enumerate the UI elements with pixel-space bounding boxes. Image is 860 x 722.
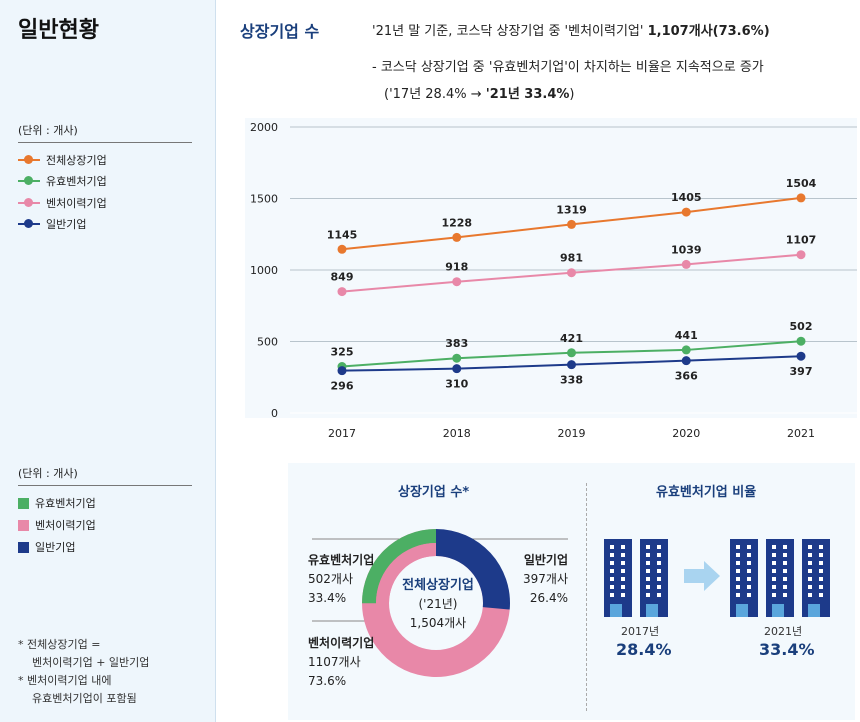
x-tick-label: 2018 [443, 427, 471, 440]
data-point [681, 207, 691, 217]
data-point [452, 353, 462, 363]
data-point [681, 356, 691, 366]
unit-label: (단위 : 개사) [18, 122, 192, 143]
data-label: 502 [790, 320, 813, 333]
line-chart: 0 500 1000 1500 2000 2017 2018 2019 2020 2021 1145… [245, 118, 857, 440]
building-icon [640, 539, 668, 617]
data-label: 1039 [671, 243, 702, 256]
data-point [681, 345, 691, 355]
y-tick-label: 1000 [250, 264, 278, 277]
data-point [567, 268, 576, 278]
data-point [567, 348, 576, 358]
footnote: * 전체상장기업 = 벤처이력기업 + 일반기업 * 벤처이력기업 내에 유효벤처기업… [18, 638, 150, 705]
label-valid: 유효벤처기업 502개사 33.4% [308, 553, 375, 605]
data-label: 981 [560, 252, 583, 265]
year-2021: 2021년 [764, 625, 803, 638]
data-label: 1107 [786, 234, 817, 247]
ratio-2017: 28.4% [616, 640, 672, 659]
slice-general [436, 529, 510, 610]
data-label: 310 [445, 378, 468, 391]
x-tick-label: 2019 [558, 427, 586, 440]
data-point [796, 336, 806, 346]
label-general: 일반기업 397개사 26.4% [523, 553, 568, 605]
y-tick-label: 1500 [250, 193, 278, 206]
data-point [796, 250, 806, 260]
legend-box-history: 벤처이력기업 [18, 517, 96, 533]
bottom-panel: 상장기업 수* 유효벤처기업 비율 유효벤처기업 502개사 33.4% 일반기업 3… [288, 463, 855, 720]
unit-label-2: (단위 : 개사) [18, 465, 192, 486]
chart-heading: 상장기업 수 [240, 22, 320, 41]
data-point [796, 193, 806, 203]
data-label: 325 [331, 346, 354, 359]
y-tick-label: 2000 [250, 121, 278, 134]
data-label: 397 [790, 365, 813, 378]
plot-area [245, 118, 857, 418]
donut-title: 상장기업 수* [398, 485, 470, 500]
y-tick-label: 500 [257, 336, 278, 349]
ratio-title: 유효벤처기업 비율 [656, 485, 757, 500]
slice-inner [376, 543, 436, 604]
data-point [681, 259, 691, 269]
legend-venture-history: 벤처이력기업 [18, 195, 107, 211]
arrow-right-icon [684, 561, 720, 591]
data-point [452, 364, 462, 374]
data-point [452, 277, 462, 287]
data-label: 1405 [671, 191, 702, 204]
building-icon [802, 539, 830, 617]
data-point [567, 219, 576, 229]
data-point [337, 287, 347, 297]
data-point [796, 351, 806, 361]
legend-valid-venture: 유효벤처기업 [18, 173, 107, 189]
slice-valid-venture [362, 529, 436, 604]
data-label: 366 [675, 370, 698, 383]
building-icon [730, 539, 758, 617]
data-label: 296 [331, 380, 354, 393]
data-label: 1504 [786, 177, 817, 190]
donut-center: 전체상장기업 ('21년) 1,504개사 [402, 578, 474, 630]
data-label: 849 [331, 271, 354, 284]
section-title: 일반현황 [18, 18, 99, 43]
data-point [337, 366, 347, 376]
donut-chart [312, 529, 568, 677]
data-label: 421 [560, 332, 583, 345]
data-point [337, 244, 347, 254]
building-icon [604, 539, 632, 617]
data-label: 1319 [556, 203, 587, 216]
data-label: 1228 [441, 216, 472, 229]
summary-line-3: ('17년 28.4% → '21년 33.4%) [384, 87, 575, 102]
data-point [452, 232, 462, 242]
x-tick-label: 2021 [787, 427, 815, 440]
data-label: 441 [675, 329, 698, 342]
year-2017: 2017년 [621, 625, 660, 638]
data-label: 338 [560, 374, 583, 387]
legend-box-valid: 유효벤처기업 [18, 495, 96, 511]
ratio-2021: 33.4% [759, 640, 815, 659]
data-point [567, 360, 576, 370]
building-icon [766, 539, 794, 617]
summary-line-2: - 코스닥 상장기업 중 '유효벤처기업'이 차지하는 비율은 지속적으로 증가 [372, 60, 764, 75]
data-label: 383 [445, 337, 468, 350]
legend-general: 일반기업 [18, 216, 86, 232]
x-tick-label: 2020 [672, 427, 700, 440]
data-label: 918 [445, 261, 468, 274]
legend-box-general: 일반기업 [18, 539, 75, 555]
legend-total: 전체상장기업 [18, 152, 107, 168]
summary-line-1: '21년 말 기준, 코스닥 상장기업 중 '벤처이력기업' 1,107개사(7… [372, 24, 770, 39]
sidebar: 일반현황 (단위 : 개사) 전체상장기업 유효벤처기업 벤처이력기업 일반기업… [0, 0, 216, 722]
x-tick-label: 2017 [328, 427, 356, 440]
data-label: 1145 [327, 228, 358, 241]
label-history: 벤처이력기업 1107개사 73.6% [308, 636, 375, 688]
y-tick-label: 0 [271, 407, 278, 420]
